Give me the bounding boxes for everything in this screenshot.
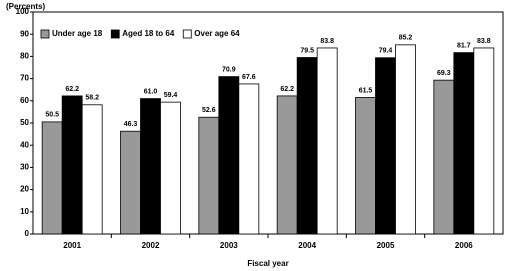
value-label: 62.2 <box>65 86 79 93</box>
x-tick-label: 2002 <box>142 241 160 250</box>
legend-swatch <box>110 29 120 39</box>
y-tick-label: 60 <box>20 96 29 105</box>
bar <box>120 130 141 235</box>
value-label: 52.6 <box>202 107 216 114</box>
bar <box>81 104 103 235</box>
bar <box>160 101 181 235</box>
y-tick-label: 30 <box>20 163 29 172</box>
y-tick-label: 40 <box>20 140 29 149</box>
value-label: 59.4 <box>164 92 178 99</box>
y-tick-label: 70 <box>20 74 29 83</box>
legend-label: Under age 18 <box>52 29 103 38</box>
legend-label: Aged 18 to 64 <box>122 29 175 38</box>
y-tick-label: 80 <box>20 52 29 61</box>
value-label: 85.2 <box>399 35 413 42</box>
value-label: 79.5 <box>300 47 314 54</box>
value-label: 79.4 <box>379 48 393 55</box>
bar <box>375 57 396 235</box>
bar <box>198 116 220 235</box>
value-label: 69.3 <box>437 70 451 77</box>
x-tick-label: 2004 <box>298 241 316 250</box>
y-tick-label: 20 <box>20 185 29 194</box>
x-tick-label: 2005 <box>377 241 395 250</box>
bar <box>276 95 298 235</box>
value-label: 67.6 <box>242 74 256 81</box>
plot-frame <box>32 11 504 235</box>
x-tick-label: 2003 <box>220 241 238 250</box>
y-axis-label: (Percents) <box>6 2 45 11</box>
value-label: 58.2 <box>85 95 99 102</box>
bar <box>395 44 416 235</box>
value-label: 81.7 <box>457 42 471 49</box>
bar <box>316 47 338 235</box>
y-tick-label: 0 <box>25 229 30 238</box>
x-axis-label: Fiscal year <box>247 259 288 268</box>
x-tick-label: 2001 <box>63 241 81 250</box>
legend-swatch <box>182 29 192 39</box>
value-label: 83.8 <box>320 38 334 45</box>
y-tick-label: 90 <box>20 29 29 38</box>
y-tick-label: 50 <box>20 118 29 127</box>
value-label: 61.0 <box>144 88 158 95</box>
bar <box>238 83 260 235</box>
bar <box>433 79 455 235</box>
legend-label: Over age 64 <box>194 29 240 38</box>
legend-swatch <box>40 29 50 39</box>
bar <box>218 76 240 235</box>
value-label: 61.5 <box>359 87 373 94</box>
bar <box>296 57 318 235</box>
value-label: 46.3 <box>124 121 138 128</box>
x-tick-label: 2006 <box>455 241 473 250</box>
value-label: 62.2 <box>280 86 294 93</box>
value-label: 70.9 <box>222 66 236 73</box>
bar <box>61 95 83 235</box>
value-label: 83.8 <box>477 38 491 45</box>
bar <box>453 52 475 235</box>
bar <box>355 97 376 235</box>
value-label: 50.5 <box>45 112 59 119</box>
bar <box>473 47 495 235</box>
bar <box>41 121 63 235</box>
y-tick-label: 10 <box>20 207 29 216</box>
y-tick-label: 100 <box>16 7 30 16</box>
bar <box>140 98 161 235</box>
